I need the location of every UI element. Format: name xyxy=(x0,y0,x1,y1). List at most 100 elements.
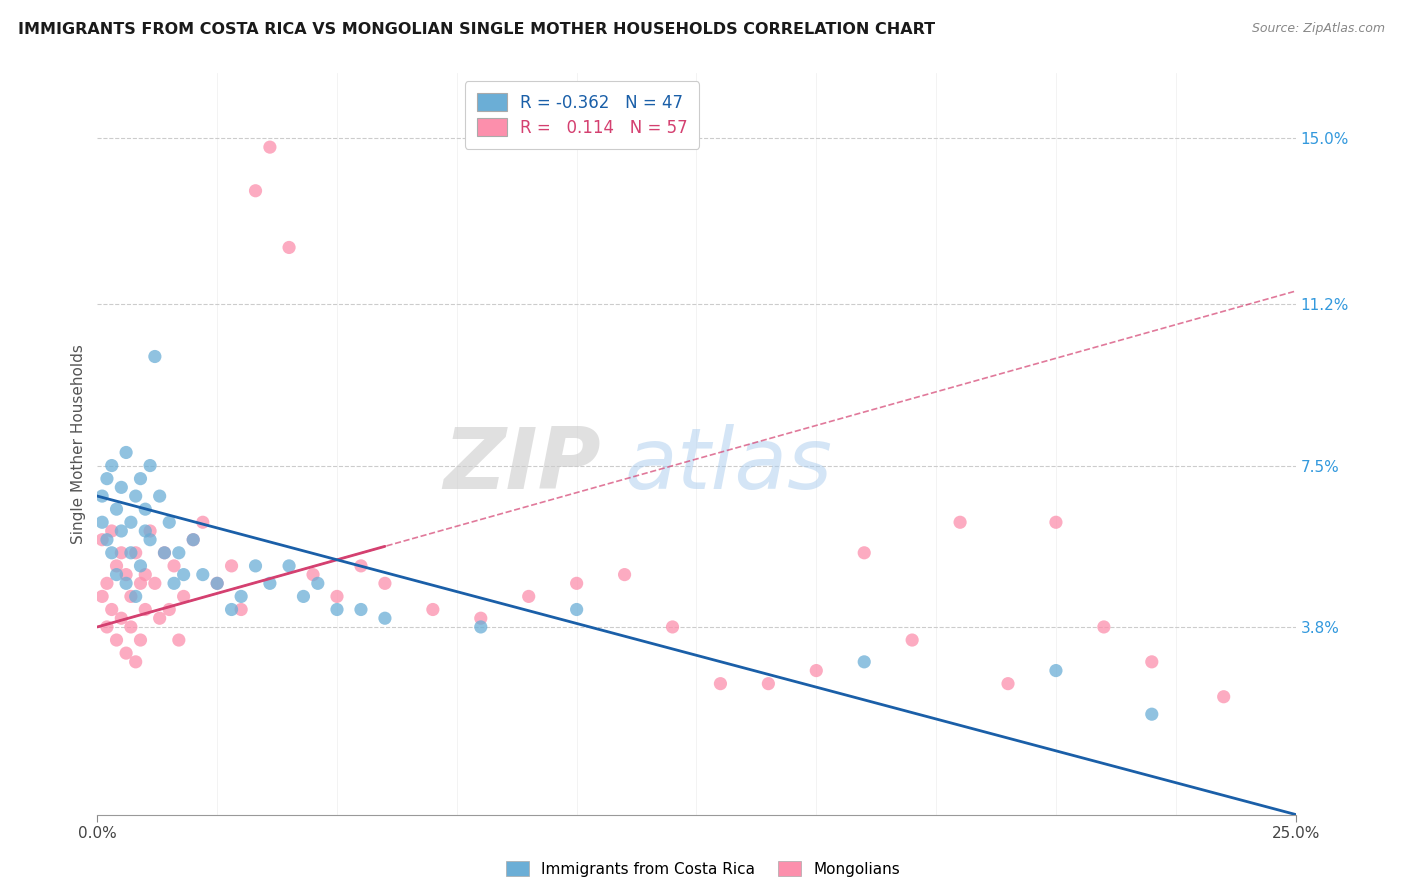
Point xyxy=(115,646,138,660)
Point xyxy=(91,515,114,529)
Point xyxy=(1045,664,1067,678)
Point xyxy=(565,602,588,616)
Point xyxy=(120,515,142,529)
Point xyxy=(96,576,118,591)
Point xyxy=(153,546,176,560)
Point xyxy=(901,633,924,648)
Point xyxy=(806,664,828,678)
Point xyxy=(221,602,243,616)
Point xyxy=(374,576,396,591)
Point xyxy=(91,489,114,503)
Point xyxy=(661,620,683,634)
Point xyxy=(125,489,148,503)
Point xyxy=(149,489,172,503)
Point xyxy=(96,472,118,486)
Point xyxy=(1045,515,1067,529)
Point xyxy=(221,558,243,573)
Point xyxy=(143,576,166,591)
Point xyxy=(134,602,156,616)
Point xyxy=(853,546,876,560)
Point xyxy=(422,602,444,616)
Point xyxy=(997,676,1019,690)
Point xyxy=(153,546,176,560)
Point xyxy=(105,502,128,516)
Point xyxy=(110,524,132,538)
Point xyxy=(134,502,156,516)
Point xyxy=(181,533,204,547)
Point xyxy=(205,576,228,591)
Point xyxy=(470,611,492,625)
Point xyxy=(756,676,779,690)
Point xyxy=(110,546,132,560)
Point xyxy=(139,533,162,547)
Point xyxy=(125,546,148,560)
Point xyxy=(1140,707,1163,722)
Point xyxy=(100,546,122,560)
Point xyxy=(110,611,132,625)
Point xyxy=(326,590,349,604)
Point xyxy=(231,590,253,604)
Point xyxy=(231,602,253,616)
Point xyxy=(125,590,148,604)
Point xyxy=(709,676,731,690)
Legend: Immigrants from Costa Rica, Mongolians: Immigrants from Costa Rica, Mongolians xyxy=(498,853,908,884)
Point xyxy=(91,533,114,547)
Point xyxy=(278,558,301,573)
Point xyxy=(91,590,114,604)
Point xyxy=(134,524,156,538)
Point xyxy=(1140,655,1163,669)
Point xyxy=(115,576,138,591)
Point xyxy=(120,620,142,634)
Point xyxy=(110,480,132,494)
Point xyxy=(100,524,122,538)
Point xyxy=(517,590,540,604)
Point xyxy=(120,546,142,560)
Point xyxy=(173,567,195,582)
Point xyxy=(115,567,138,582)
Point xyxy=(259,140,281,154)
Point xyxy=(129,576,152,591)
Point xyxy=(245,558,267,573)
Point xyxy=(129,558,152,573)
Point xyxy=(129,472,152,486)
Y-axis label: Single Mother Households: Single Mother Households xyxy=(72,343,86,544)
Point xyxy=(245,184,267,198)
Text: ZIP: ZIP xyxy=(443,425,600,508)
Point xyxy=(205,576,228,591)
Point xyxy=(1212,690,1234,704)
Point xyxy=(143,350,166,364)
Point xyxy=(470,620,492,634)
Point xyxy=(292,590,315,604)
Point xyxy=(157,515,180,529)
Point xyxy=(302,567,325,582)
Point xyxy=(125,655,148,669)
Point xyxy=(326,602,349,616)
Point xyxy=(307,576,329,591)
Point xyxy=(191,567,214,582)
Point xyxy=(157,602,180,616)
Point xyxy=(134,567,156,582)
Point xyxy=(105,558,128,573)
Point xyxy=(181,533,204,547)
Point xyxy=(129,633,152,648)
Point xyxy=(115,445,138,459)
Point xyxy=(565,576,588,591)
Point xyxy=(259,576,281,591)
Point xyxy=(163,558,186,573)
Point xyxy=(350,558,373,573)
Point xyxy=(139,458,162,473)
Point xyxy=(1092,620,1115,634)
Point xyxy=(100,458,122,473)
Point xyxy=(613,567,636,582)
Text: Source: ZipAtlas.com: Source: ZipAtlas.com xyxy=(1251,22,1385,36)
Point xyxy=(350,602,373,616)
Point xyxy=(96,533,118,547)
Point xyxy=(167,633,190,648)
Point xyxy=(139,524,162,538)
Point xyxy=(853,655,876,669)
Text: atlas: atlas xyxy=(624,425,832,508)
Point xyxy=(949,515,972,529)
Point xyxy=(105,633,128,648)
Point xyxy=(149,611,172,625)
Point xyxy=(167,546,190,560)
